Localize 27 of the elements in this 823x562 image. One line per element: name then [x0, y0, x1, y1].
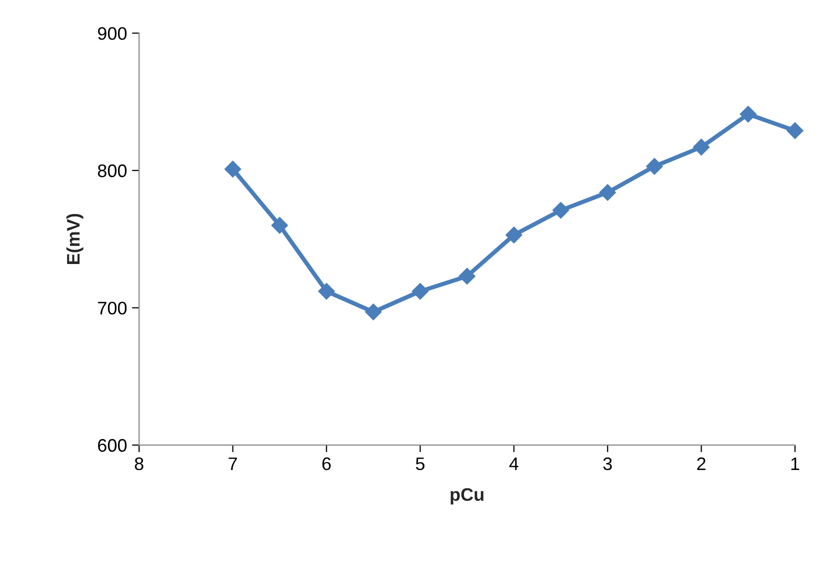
- y-tick-label: 900: [98, 27, 127, 40]
- x-tick-label: 5: [416, 458, 424, 470]
- point: [318, 282, 335, 300]
- y-tick-label: 600: [98, 439, 127, 452]
- x-tick-label: 3: [603, 457, 612, 470]
- point: [599, 184, 616, 201]
- x-axis-title: pCu: [450, 488, 484, 504]
- y-tick-label: 800: [98, 164, 127, 178]
- point: [646, 158, 663, 175]
- point: [506, 226, 522, 244]
- x-tick-label: 8: [134, 457, 144, 470]
- point: [786, 122, 804, 140]
- x-tick-label: 7: [228, 458, 237, 470]
- point: [692, 138, 710, 156]
- point: [364, 304, 382, 320]
- y-tick-label: 700: [98, 302, 127, 315]
- x-tick-label: 6: [322, 457, 331, 470]
- point: [412, 282, 429, 300]
- point: [552, 202, 570, 219]
- point: [740, 106, 757, 123]
- x-tick-label: 1: [791, 458, 800, 470]
- x-tick-label: 4: [509, 458, 518, 470]
- point: [224, 160, 242, 178]
- point: [458, 268, 476, 285]
- x-tick-label: 2: [697, 457, 706, 470]
- point: [271, 217, 288, 234]
- y-axis-title: E(mV): [66, 214, 84, 264]
